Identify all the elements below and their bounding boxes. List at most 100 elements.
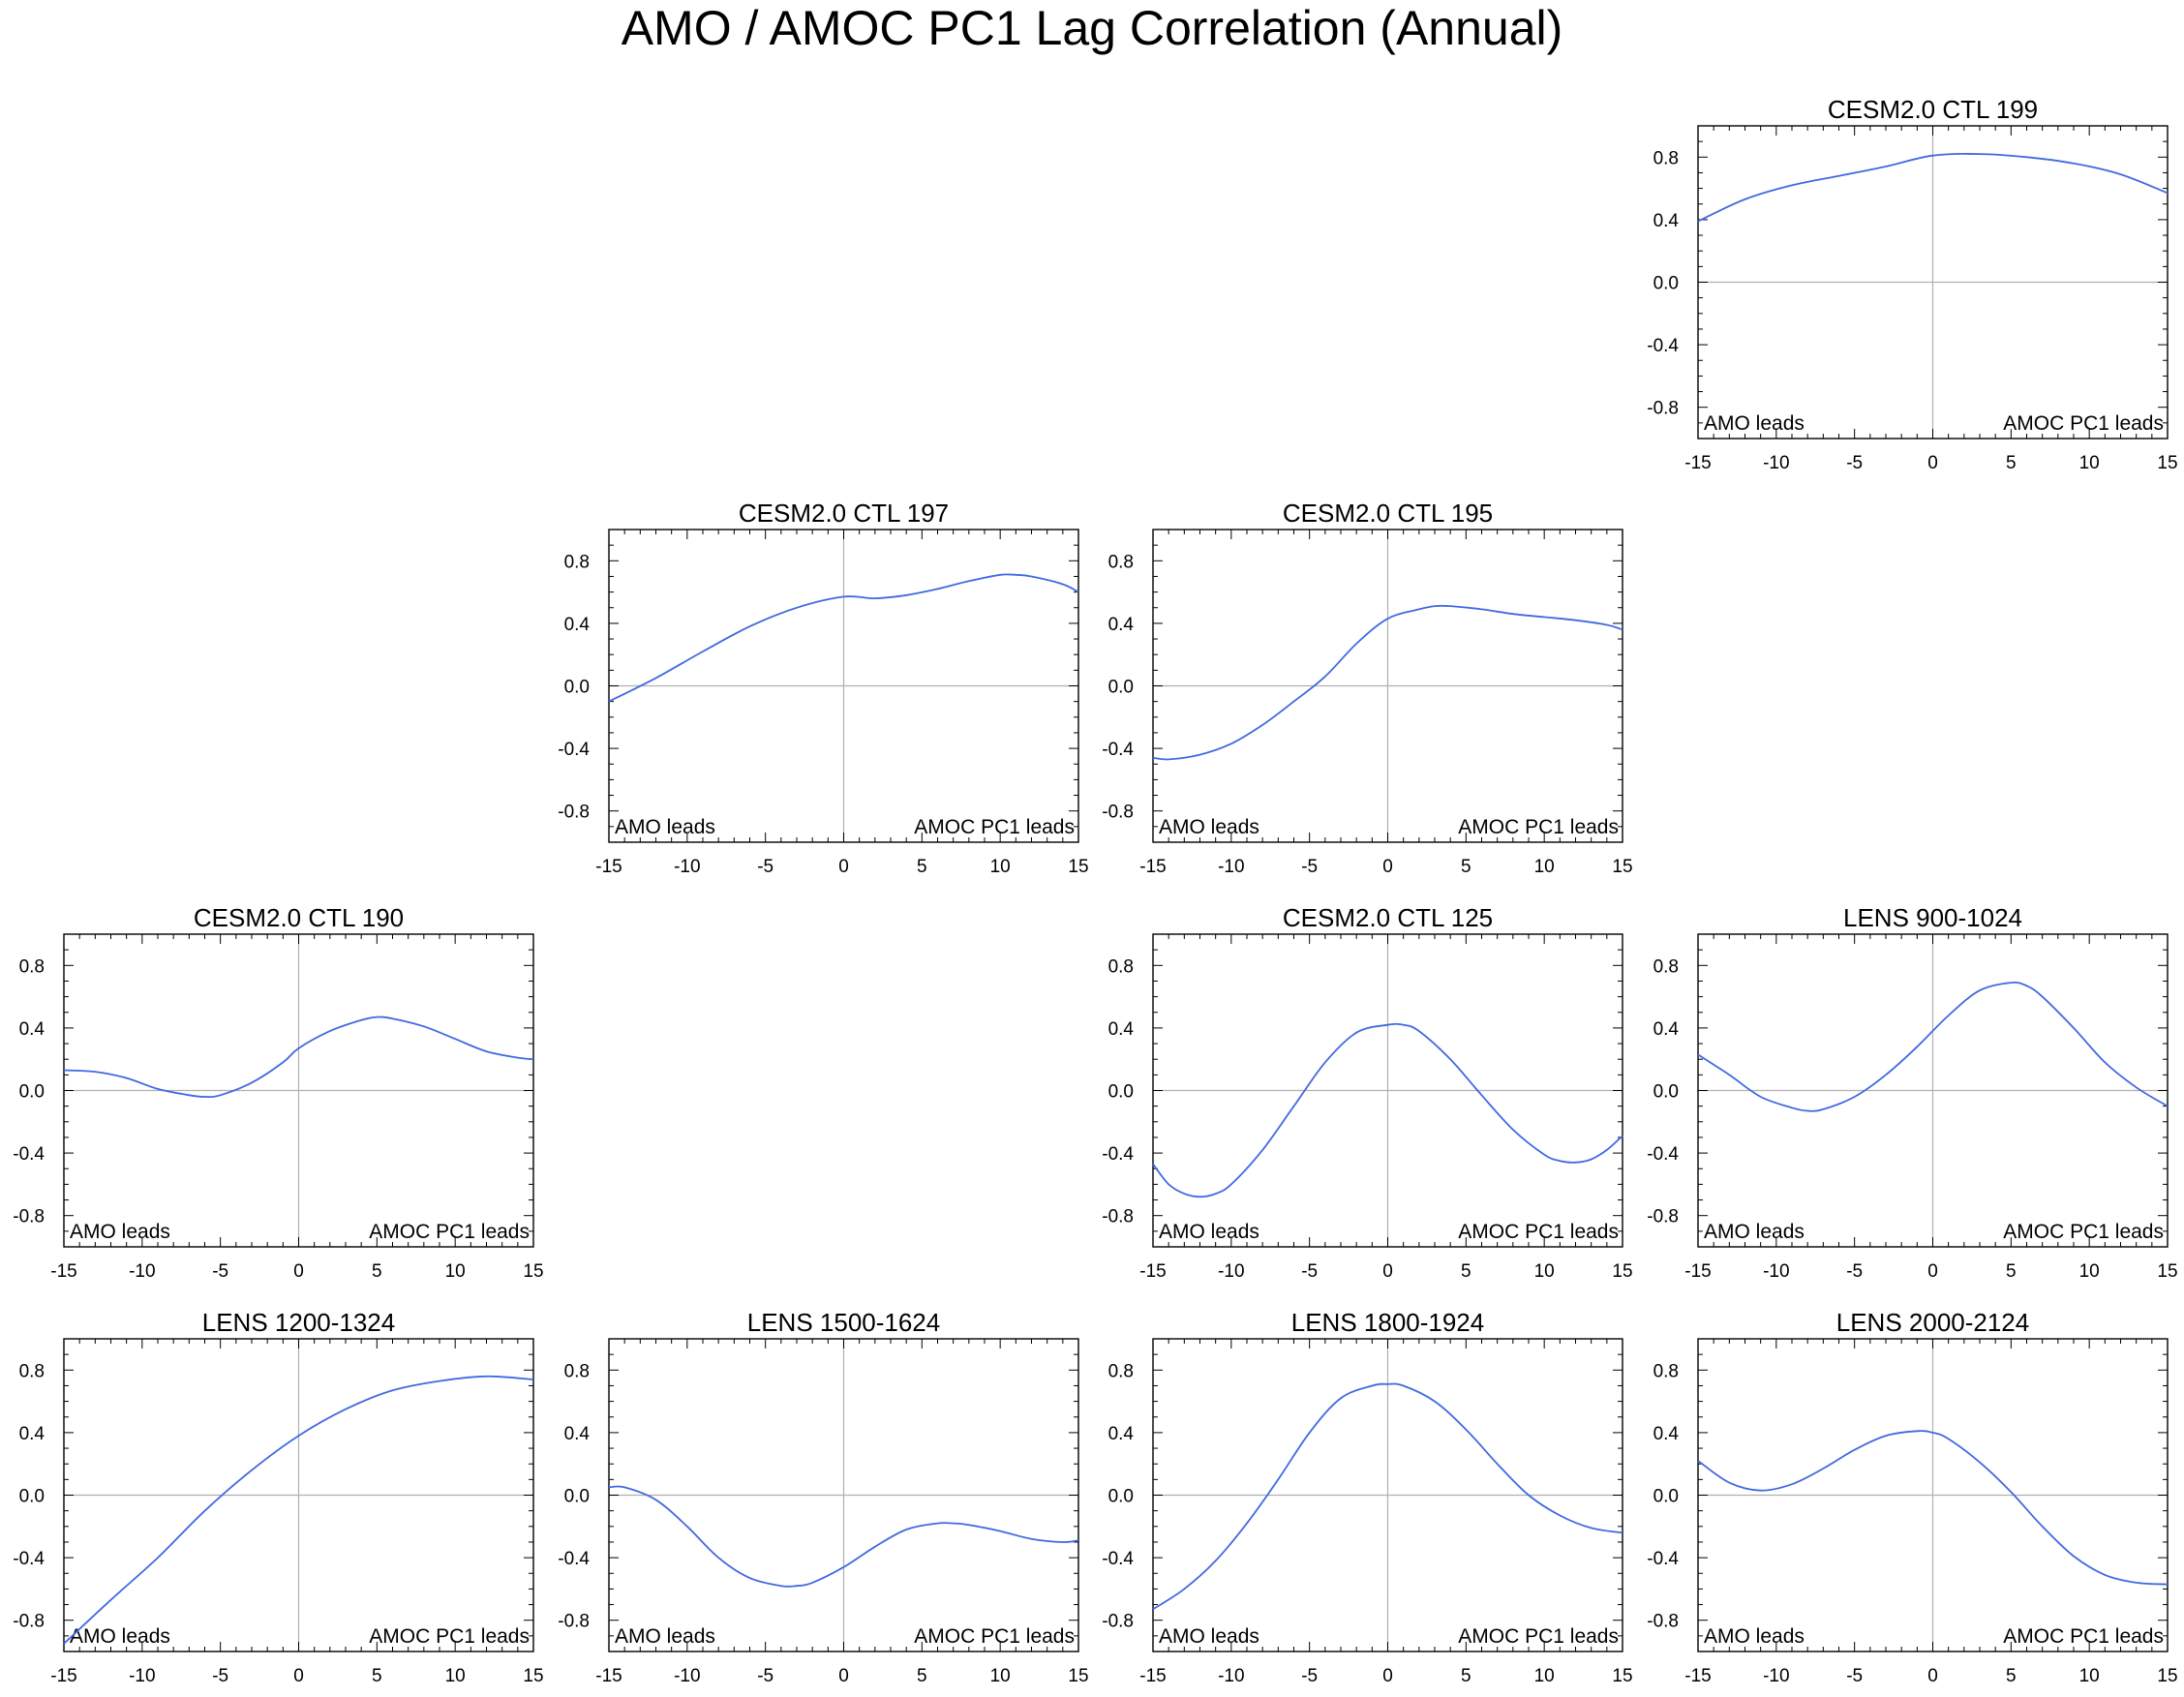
amoc-leads-label: AMOC PC1 leads (1458, 816, 1619, 838)
y-tick-label: -0.8 (1647, 1612, 1679, 1632)
panel-title: CESM2.0 CTL 125 (1283, 903, 1493, 932)
y-tick-label: 0.0 (1108, 1082, 1134, 1103)
x-tick-label: -10 (1218, 1666, 1244, 1686)
correlation-line (63, 1015, 534, 1099)
x-tick-label: 15 (1612, 857, 1632, 877)
correlation-line (1697, 152, 2169, 223)
x-tick-label: 15 (1068, 1666, 1088, 1686)
x-tick-label: 15 (523, 1666, 543, 1686)
amo-leads-label: AMO leads (1159, 816, 1259, 838)
x-tick-label: 15 (2157, 1666, 2177, 1686)
x-tick-label: -10 (1763, 1261, 1789, 1282)
x-tick-label: 5 (2006, 453, 2017, 473)
y-tick-label: 0.8 (1653, 1361, 1679, 1381)
panel-title: LENS 2000-2124 (1836, 1308, 2029, 1337)
x-tick-label: -5 (757, 857, 774, 877)
x-tick-label: -10 (1218, 857, 1244, 877)
panel-0: CESM2.0 CTL 199 -15 -10 -5 0 5 10 15 0.8 0.4 0.0 -0… (1647, 95, 2177, 473)
x-tick-label: 10 (445, 1666, 466, 1686)
panel-2: CESM2.0 CTL 195 -15 -10 -5 0 5 10 15 0.8 0.4 0.0 -0… (1102, 499, 1632, 877)
y-tick-label: -0.8 (13, 1612, 45, 1632)
x-tick-label: 0 (1927, 1261, 1938, 1282)
x-tick-label: 0 (293, 1666, 304, 1686)
correlation-line (608, 573, 1079, 703)
y-tick-label: -0.4 (1647, 1549, 1679, 1569)
panel-title: LENS 1200-1324 (202, 1308, 395, 1337)
x-tick-label: 5 (917, 857, 927, 877)
x-tick-label: -10 (1763, 453, 1789, 473)
y-tick-label: -0.8 (1102, 1207, 1134, 1227)
y-tick-label: -0.8 (558, 1612, 590, 1632)
y-tick-label: 0.0 (564, 678, 590, 698)
x-tick-label: -15 (50, 1666, 76, 1686)
x-tick-label: 10 (1534, 1666, 1555, 1686)
y-tick-label: 0.0 (19, 1082, 45, 1103)
x-tick-label: 0 (1382, 1261, 1393, 1282)
x-tick-label: 0 (1382, 1666, 1393, 1686)
panel-7: LENS 1500-1624 -15 -10 -5 0 5 10 15 0.8 0.4 0.0 -0.… (558, 1308, 1088, 1686)
amo-leads-label: AMO leads (1159, 1221, 1259, 1243)
x-tick-label: -15 (1139, 1261, 1166, 1282)
x-tick-label: -10 (1218, 1261, 1244, 1282)
x-tick-label: 15 (1612, 1666, 1632, 1686)
y-tick-label: 0.8 (1653, 148, 1679, 168)
x-tick-label: 5 (1461, 1261, 1471, 1282)
amo-leads-label: AMO leads (70, 1625, 170, 1648)
correlation-line (1697, 982, 2169, 1112)
amoc-leads-label: AMOC PC1 leads (914, 1625, 1075, 1648)
x-tick-label: 5 (2006, 1666, 2017, 1686)
x-tick-label: 5 (917, 1666, 927, 1686)
panel-1: CESM2.0 CTL 197 -15 -10 -5 0 5 10 15 0.8 0.4 0.0 -0… (558, 499, 1088, 877)
x-tick-label: -10 (129, 1666, 155, 1686)
x-tick-label: -5 (1301, 857, 1318, 877)
y-tick-label: -0.4 (1102, 1144, 1134, 1165)
x-tick-label: -15 (1684, 1261, 1711, 1282)
y-tick-label: 0.4 (19, 1424, 46, 1444)
y-tick-label: 0.4 (1108, 1019, 1135, 1040)
panel-title: CESM2.0 CTL 190 (194, 903, 404, 932)
correlation-line (63, 1375, 534, 1645)
y-tick-label: 0.4 (564, 615, 591, 635)
y-tick-label: 0.0 (1653, 1082, 1679, 1103)
x-tick-label: -10 (129, 1261, 155, 1282)
y-tick-label: 0.8 (1108, 956, 1134, 977)
y-tick-label: 0.0 (1108, 1487, 1134, 1507)
y-tick-label: -0.4 (1647, 1144, 1679, 1165)
x-tick-label: -5 (1301, 1666, 1318, 1686)
y-tick-label: -0.4 (1647, 336, 1679, 356)
amoc-leads-label: AMOC PC1 leads (2003, 412, 2164, 435)
y-tick-label: -0.8 (13, 1207, 45, 1227)
panel-8: LENS 1800-1924 -15 -10 -5 0 5 10 15 0.8 0.4 0.0 -0.… (1102, 1308, 1632, 1686)
y-tick-label: 0.8 (19, 956, 45, 977)
x-tick-label: -15 (1139, 1666, 1166, 1686)
amo-leads-label: AMO leads (70, 1221, 170, 1243)
x-tick-label: 15 (523, 1261, 543, 1282)
x-tick-label: -10 (1763, 1666, 1789, 1686)
amo-leads-label: AMO leads (1704, 1625, 1805, 1648)
x-tick-label: 10 (2079, 453, 2100, 473)
amo-leads-label: AMO leads (615, 816, 715, 838)
y-tick-label: 0.4 (19, 1019, 46, 1040)
y-tick-label: -0.8 (1102, 1612, 1134, 1632)
y-tick-label: 0.0 (1108, 678, 1134, 698)
panel-6: LENS 1200-1324 -15 -10 -5 0 5 10 15 0.8 0.4 0.0 -0.… (13, 1308, 543, 1686)
panel-5: LENS 900-1024 -15 -10 -5 0 5 10 15 0.8 0.4 0.0 -0.4… (1647, 903, 2177, 1282)
x-tick-label: 10 (990, 857, 1011, 877)
amoc-leads-label: AMOC PC1 leads (914, 816, 1075, 838)
correlation-line (1152, 1022, 1623, 1198)
panel-4: CESM2.0 CTL 125 -15 -10 -5 0 5 10 15 0.8 0.4 0.0 -0… (1102, 903, 1632, 1282)
correlation-line (1152, 1382, 1623, 1611)
x-tick-label: 0 (293, 1261, 304, 1282)
x-tick-label: 5 (2006, 1261, 2017, 1282)
y-tick-label: 0.0 (1653, 1487, 1679, 1507)
panel-9: LENS 2000-2124 -15 -10 -5 0 5 10 15 0.8 0.4 0.0 -0.… (1647, 1308, 2177, 1686)
x-tick-label: 10 (445, 1261, 466, 1282)
y-tick-label: 0.4 (564, 1424, 591, 1444)
x-tick-label: 10 (2079, 1261, 2100, 1282)
x-tick-label: -5 (212, 1666, 228, 1686)
x-tick-label: 5 (1461, 1666, 1471, 1686)
x-tick-label: 0 (1927, 1666, 1938, 1686)
y-tick-label: -0.8 (1647, 1207, 1679, 1227)
amoc-leads-label: AMOC PC1 leads (1458, 1221, 1619, 1243)
y-tick-label: 0.8 (1108, 1361, 1134, 1381)
